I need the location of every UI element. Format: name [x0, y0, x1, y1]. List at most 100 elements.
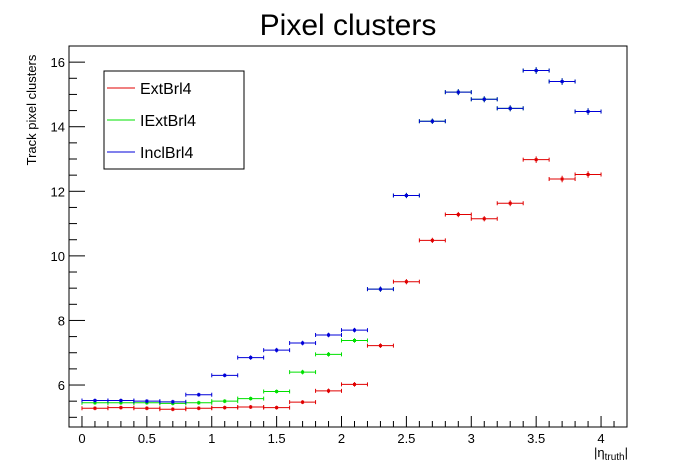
marker — [119, 401, 123, 405]
marker — [145, 399, 149, 403]
marker — [301, 370, 305, 374]
y-tick-label: 12 — [51, 184, 65, 199]
x-tick-label: 0 — [78, 431, 85, 446]
marker — [327, 333, 331, 337]
plot-frame — [68, 45, 628, 428]
data-point — [315, 388, 343, 394]
marker — [352, 328, 356, 332]
series-InclBrl4 — [81, 67, 602, 404]
chart-title: Pixel clusters — [260, 9, 437, 42]
marker — [482, 217, 486, 221]
marker — [301, 341, 305, 345]
data-point — [366, 343, 394, 348]
marker — [456, 90, 460, 94]
data-point — [289, 400, 317, 405]
marker — [482, 97, 486, 101]
x-tick-label: 1.5 — [268, 431, 286, 446]
data-point — [211, 405, 239, 410]
marker — [352, 382, 356, 386]
marker — [249, 405, 253, 409]
x-tick-label: 2 — [338, 431, 345, 446]
data-point — [81, 398, 109, 403]
data-point — [133, 406, 161, 411]
marker — [352, 338, 356, 342]
marker — [275, 348, 279, 352]
data-point — [341, 327, 368, 333]
data-point — [289, 369, 317, 375]
marker — [534, 69, 538, 73]
data-point — [315, 332, 343, 338]
marker — [249, 397, 253, 401]
marker — [119, 406, 123, 410]
data-point — [574, 108, 602, 115]
data-point — [211, 373, 239, 378]
data-point — [237, 355, 265, 360]
marker — [586, 110, 590, 114]
x-axis-label: |ηtruth| — [594, 445, 628, 463]
data-point — [496, 105, 524, 112]
series-ExtBrl4 — [81, 156, 602, 412]
data-point — [263, 405, 291, 410]
marker — [119, 399, 123, 403]
series-group — [81, 67, 602, 412]
marker — [223, 406, 227, 410]
marker — [223, 373, 227, 377]
marker — [249, 356, 253, 360]
x-axis-label-sub: truth — [605, 452, 625, 463]
legend-label: IExtBrl4 — [140, 113, 196, 130]
y-tick-label: 14 — [51, 120, 65, 135]
x-tick-label: 3 — [468, 431, 475, 446]
data-point — [341, 382, 368, 387]
data-point — [496, 200, 524, 207]
x-tick-label: 3.5 — [527, 431, 545, 446]
data-point — [107, 405, 135, 410]
y-tick-label: 10 — [51, 249, 65, 264]
marker — [404, 280, 408, 284]
marker — [378, 287, 382, 291]
legend-label: InclBrl4 — [140, 145, 193, 162]
data-point — [185, 400, 213, 405]
x-tick-label: 0.5 — [138, 431, 156, 446]
marker — [197, 401, 201, 405]
data-point — [574, 171, 602, 178]
marker — [93, 401, 97, 405]
data-point — [548, 175, 576, 183]
marker — [93, 406, 97, 410]
marker — [430, 119, 434, 123]
y-tick-label: 16 — [51, 55, 65, 70]
data-point — [159, 407, 187, 412]
marker — [508, 201, 512, 205]
y-axis-label: Track pixel clusters — [24, 54, 39, 165]
marker — [93, 399, 97, 403]
data-point — [418, 237, 446, 243]
data-point — [237, 396, 265, 401]
marker — [145, 406, 149, 410]
x-tick-label: 2.5 — [397, 431, 415, 446]
data-point — [185, 406, 213, 411]
marker — [560, 177, 564, 181]
marker — [171, 400, 175, 404]
plot-frame-group — [68, 45, 628, 428]
y-tick-label: 6 — [58, 378, 65, 393]
x-axis-label-close: | — [625, 445, 628, 460]
data-point — [237, 404, 265, 409]
data-point — [522, 67, 550, 74]
marker — [275, 389, 279, 393]
data-point — [392, 279, 420, 285]
data-point — [418, 118, 446, 124]
marker — [327, 352, 331, 356]
marker — [456, 213, 460, 217]
marker — [223, 399, 227, 403]
x-tick-label: 1 — [208, 431, 215, 446]
marker — [586, 173, 590, 177]
marker — [534, 158, 538, 162]
data-point — [159, 399, 187, 404]
marker — [171, 407, 175, 411]
marker — [275, 406, 279, 410]
x-tick-label: 4 — [597, 431, 604, 446]
marker — [197, 406, 201, 410]
axis-ticks-group: 0 0.5 1 1.5 2 2.5 3 3.5 4 6 8 10 12 14 16 — [51, 45, 628, 446]
marker — [508, 106, 512, 110]
marker — [197, 393, 201, 397]
